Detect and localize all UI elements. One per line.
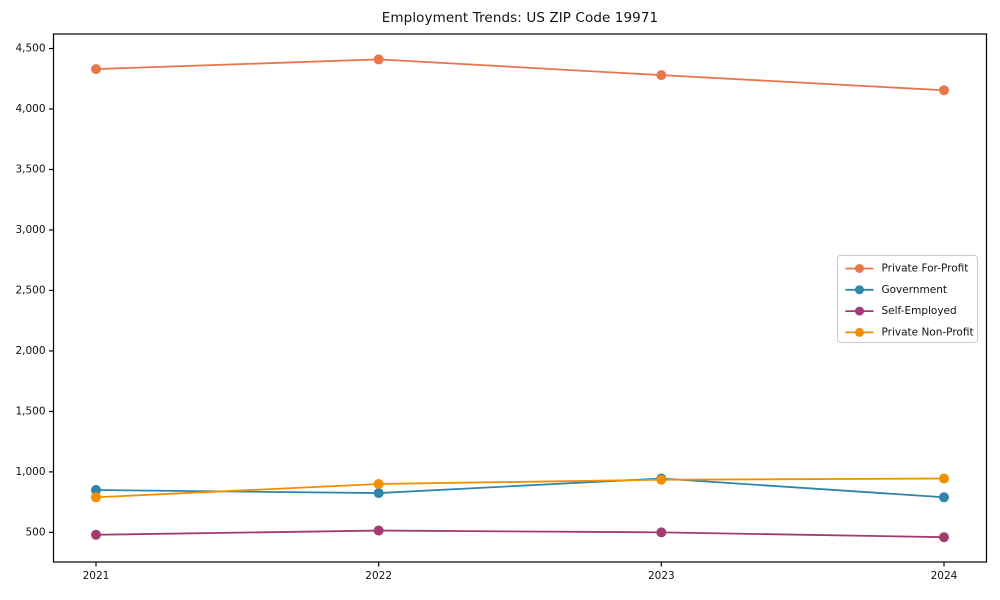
series-marker-self-employed: [91, 529, 101, 540]
legend: Private For-Profit Government Self-Employe…: [837, 255, 978, 343]
series-line-government: [95, 477, 945, 499]
y-tick-label: 3,500: [15, 163, 45, 175]
series-marker-government: [91, 485, 101, 496]
legend-marker-dot: [855, 285, 864, 295]
y-tick-label: 2,500: [15, 284, 45, 296]
x-tick-label: 2021: [83, 570, 110, 582]
series-marker-private-non-profit: [939, 473, 949, 484]
series-line-private-for-profit: [95, 58, 945, 92]
y-tick-label: 2,000: [15, 345, 45, 357]
series-marker-private-for-profit: [91, 64, 101, 75]
y-tick-label: 4,500: [15, 43, 45, 55]
series-marker-self-employed: [373, 525, 384, 536]
legend-item-label: Private Non-Profit: [882, 326, 974, 338]
legend-item-private-for-profit: Private For-Profit: [845, 263, 969, 275]
legend-item-label: Private For-Profit: [882, 263, 969, 275]
series-marker-government: [939, 492, 949, 503]
x-tick-label: 2022: [365, 570, 392, 582]
series-marker-private-for-profit: [656, 70, 667, 81]
legend-item-label: Self-Employed: [882, 305, 957, 317]
series-line-private-non-profit: [95, 477, 945, 499]
x-tick-label: 2024: [931, 570, 958, 582]
legend-item-label: Government: [882, 284, 947, 296]
series-marker-private-for-profit: [939, 85, 949, 96]
series-marker-government: [373, 488, 384, 499]
x-tick-label: 2023: [648, 570, 675, 582]
series-marker-private-non-profit: [373, 478, 384, 489]
legend-marker-dot: [855, 306, 864, 316]
y-tick-label: 500: [25, 526, 45, 538]
series-marker-self-employed: [656, 527, 667, 538]
series-marker-private-non-profit: [656, 474, 667, 485]
series-marker-self-employed: [939, 532, 949, 543]
legend-item-private-non-profit: Private Non-Profit: [845, 326, 974, 338]
chart-title: Employment Trends: US ZIP Code 19971: [381, 10, 659, 26]
legend-marker-dot: [855, 264, 864, 273]
legend-box: [837, 255, 978, 343]
plot-border: [52, 33, 988, 563]
legend-item-self-employed: Self-Employed: [845, 305, 957, 317]
y-tick-label: 1,500: [15, 405, 45, 417]
y-tick-label: 3,000: [15, 224, 45, 236]
y-tick-label: 4,000: [15, 103, 45, 115]
legend-marker-dot: [855, 327, 864, 337]
series-marker-private-for-profit: [373, 54, 384, 65]
series-marker-private-non-profit: [91, 492, 101, 503]
series-line-self-employed: [95, 529, 945, 539]
y-tick-label: 1,000: [15, 466, 45, 478]
legend-item-government: Government: [845, 284, 947, 296]
